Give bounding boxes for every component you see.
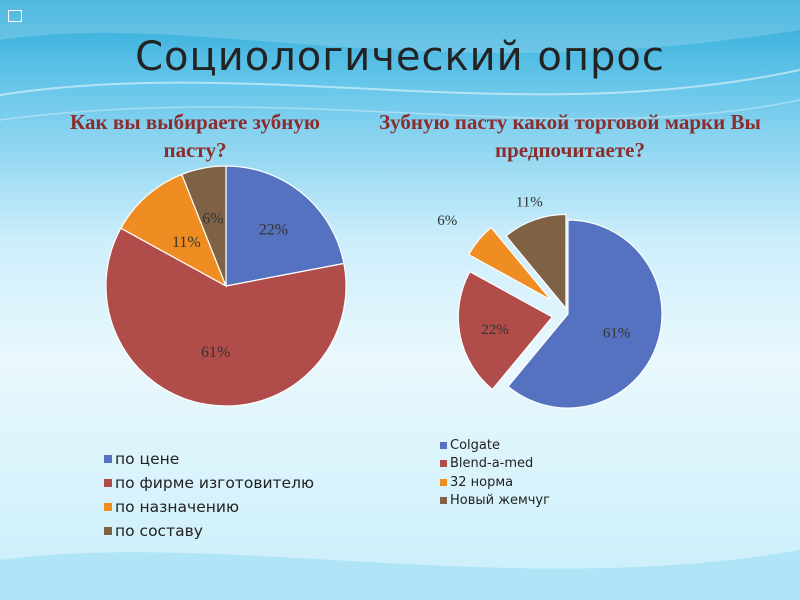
chart1-data-label-2: 11%: [172, 234, 201, 251]
chart2-data-label-0: 61%: [603, 326, 631, 342]
chart1-legend-label-1: по фирме изготовителю: [115, 474, 315, 492]
chart2-data-label-2: 6%: [437, 213, 457, 229]
chart1-slice-1: [105, 227, 347, 407]
chart2-legend-label-2: 32 норма: [450, 474, 514, 490]
chart2-slice-2: [467, 226, 552, 301]
chart1-legend-label-0: по цене: [115, 450, 180, 468]
chart2-legend-swatch-1: [440, 460, 447, 468]
chart2-data-label-1: 22%: [481, 322, 509, 338]
chart1-legend-swatch-1: [104, 479, 112, 487]
chart1-legend-item-0: по цене: [104, 447, 314, 471]
chart1-legend: по цене по фирме изготовителю по назначени…: [104, 447, 314, 543]
chart2-title: Зубную пасту какой торговой марки Вы пре…: [379, 110, 761, 162]
chart2-legend-item-0: Colgate: [440, 436, 550, 455]
chart2-legend-item-2: 32 норма: [440, 473, 550, 492]
chart2-slice-0: [507, 219, 663, 409]
chart2-legend-swatch-3: [440, 497, 447, 505]
chart1-legend-label-2: по назначению: [115, 498, 239, 516]
chart1-title: Как вы выбираете зубную пасту?: [70, 110, 320, 162]
chart2-slice-3: [505, 213, 567, 311]
chart1-legend-label-3: по составу: [115, 522, 203, 540]
chart1-data-label-0: 22%: [259, 222, 288, 239]
chart1-legend-item-2: по назначению: [104, 495, 314, 519]
chart1-slice-3: [181, 165, 227, 287]
chart1-legend-swatch-0: [104, 455, 112, 463]
chart1-legend-item-1: по фирме изготовителю: [104, 471, 314, 495]
chart2-data-label-3: 11%: [516, 195, 543, 211]
chart2-legend-label-1: Blend-a-med: [450, 456, 534, 472]
chart2-legend-label-0: Colgate: [450, 437, 500, 453]
chart1-legend-swatch-3: [104, 527, 112, 535]
page-title: Социологический опрос: [135, 34, 665, 80]
chart1-data-label-3: 6%: [202, 211, 223, 228]
chart1-legend-item-3: по составу: [104, 519, 314, 543]
chart1-slice-0: [225, 165, 345, 287]
chart1-legend-swatch-2: [104, 503, 112, 511]
chart2-slice-1: [457, 270, 554, 391]
chart2-legend-swatch-0: [440, 441, 447, 449]
chart1-slice-2: [120, 173, 228, 288]
chart2-legend-item-1: Blend-a-med: [440, 455, 550, 474]
chart2-legend-label-3: Новый жемчуг: [450, 493, 550, 509]
chart2-legend: Colgate Blend-a-med 32 норма Новый жемчуг: [440, 436, 550, 510]
chart1-data-label-1: 61%: [201, 344, 230, 361]
chart2-legend-item-3: Новый жемчуг: [440, 492, 550, 511]
corner-icon: [8, 10, 22, 22]
chart2-legend-swatch-2: [440, 478, 447, 486]
